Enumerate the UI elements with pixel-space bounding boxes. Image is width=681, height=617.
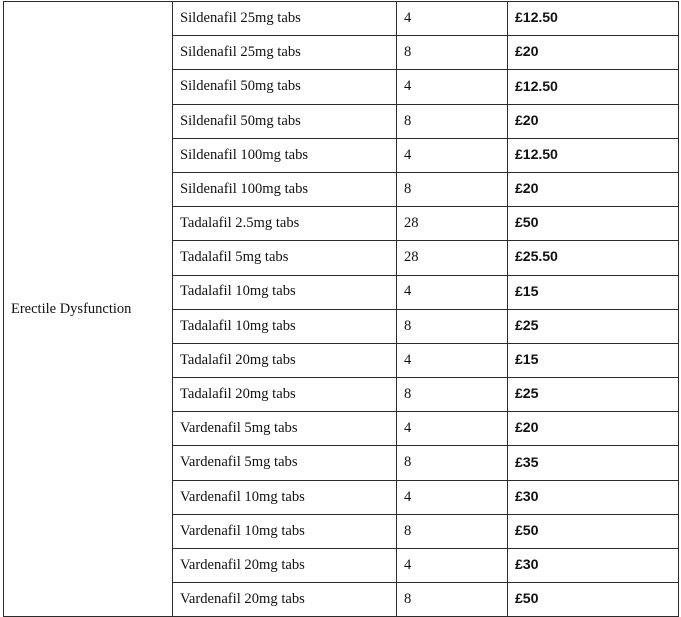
- product-cell: Tadalafil 10mg tabs: [172, 274, 397, 310]
- price-cell: £25.50: [507, 240, 679, 276]
- quantity-cell: 4: [396, 0, 508, 37]
- quantity-cell: 4: [396, 342, 508, 379]
- price-cell: £20: [507, 411, 679, 447]
- price-cell: £30: [507, 547, 679, 584]
- product-cell: Vardenafil 5mg tabs: [172, 445, 397, 481]
- price-cell: £20: [507, 103, 679, 139]
- quantity-cell: 4: [396, 137, 508, 173]
- price-cell: £12.50: [507, 0, 679, 37]
- quantity-cell: 8: [396, 513, 508, 550]
- product-cell: Vardenafil 10mg tabs: [172, 479, 397, 515]
- quantity-cell: 4: [396, 69, 508, 105]
- table-row: Tadalafil 20mg tabs 4 £15: [4, 342, 679, 379]
- product-cell: Tadalafil 2.5mg tabs: [172, 206, 397, 242]
- table-row: Erectile Dysfunction Sildenafil 25mg tabs…: [3, 0, 679, 617]
- product-cell: Vardenafil 20mg tabs: [172, 547, 397, 584]
- quantity-cell: 28: [396, 240, 508, 276]
- price-cell: £50: [507, 206, 679, 242]
- quantity-cell: 8: [396, 35, 508, 71]
- product-cell: Sildenafil 50mg tabs: [172, 69, 397, 105]
- table-row: Tadalafil 10mg tabs 4 £15: [4, 274, 679, 310]
- table-row: Vardenafil 20mg tabs 4 £30: [4, 547, 679, 584]
- quantity-cell: 8: [396, 445, 508, 481]
- price-table: Erectile Dysfunction Sildenafil 25mg tabs…: [3, 0, 679, 617]
- price-cell: £15: [507, 342, 679, 379]
- table-row: Vardenafil 5mg tabs 8 £35: [4, 445, 679, 481]
- price-cell: £12.50: [507, 69, 679, 105]
- product-cell: Tadalafil 5mg tabs: [172, 240, 397, 276]
- product-cell: Vardenafil 5mg tabs: [172, 411, 397, 447]
- table-row: Vardenafil 5mg tabs 4 £20: [4, 411, 679, 447]
- category-cell: Erectile Dysfunction: [3, 0, 173, 617]
- table-row: Sildenafil 25mg tabs 8 £20: [4, 35, 679, 71]
- table-row: Vardenafil 10mg tabs 8 £50: [4, 513, 679, 550]
- price-cell: £30: [507, 479, 679, 515]
- table-row: Sildenafil 50mg tabs 8 £20: [4, 103, 679, 139]
- table-row: Tadalafil 20mg tabs 8 £25: [4, 377, 679, 413]
- table-row: Sildenafil 50mg tabs 4 £12.50: [4, 69, 679, 105]
- table-row: Tadalafil 2.5mg tabs 28 £50: [4, 206, 679, 242]
- document-page: Erectile Dysfunction Sildenafil 25mg tabs…: [3, 0, 679, 617]
- price-table-body: Erectile Dysfunction Sildenafil 25mg tabs…: [3, 0, 679, 617]
- price-cell: £20: [507, 35, 679, 71]
- price-cell: £50: [507, 513, 679, 550]
- price-cell: £20: [507, 171, 679, 208]
- price-cell: £15: [507, 274, 679, 310]
- quantity-cell: 8: [396, 377, 508, 413]
- product-cell: Vardenafil 10mg tabs: [172, 513, 397, 550]
- price-cell: £25: [507, 377, 679, 413]
- table-row: Sildenafil 100mg tabs 4 £12.50: [4, 137, 679, 173]
- quantity-cell: 8: [396, 308, 508, 344]
- quantity-cell: 4: [396, 479, 508, 515]
- price-cell: £25: [507, 308, 679, 344]
- product-cell: Sildenafil 25mg tabs: [172, 0, 397, 37]
- product-cell: Sildenafil 50mg tabs: [172, 103, 397, 139]
- quantity-cell: 4: [396, 547, 508, 584]
- quantity-cell: 8: [396, 171, 508, 208]
- quantity-cell: 8: [396, 103, 508, 139]
- product-cell: Sildenafil 25mg tabs: [172, 35, 397, 71]
- table-row: Tadalafil 5mg tabs 28 £25.50: [4, 240, 679, 276]
- product-cell: Sildenafil 100mg tabs: [172, 171, 397, 208]
- quantity-cell: 28: [396, 206, 508, 242]
- table-row: Tadalafil 10mg tabs 8 £25: [4, 308, 679, 344]
- product-cell: Tadalafil 10mg tabs: [172, 308, 397, 344]
- product-cell: Tadalafil 20mg tabs: [172, 377, 397, 413]
- product-cell: Sildenafil 100mg tabs: [172, 137, 397, 173]
- price-cell: £35: [507, 445, 679, 481]
- table-row: Vardenafil 10mg tabs 4 £30: [4, 479, 679, 515]
- price-cell: £12.50: [507, 137, 679, 173]
- product-cell: Tadalafil 20mg tabs: [172, 342, 397, 379]
- quantity-cell: 4: [396, 274, 508, 310]
- quantity-cell: 4: [396, 411, 508, 447]
